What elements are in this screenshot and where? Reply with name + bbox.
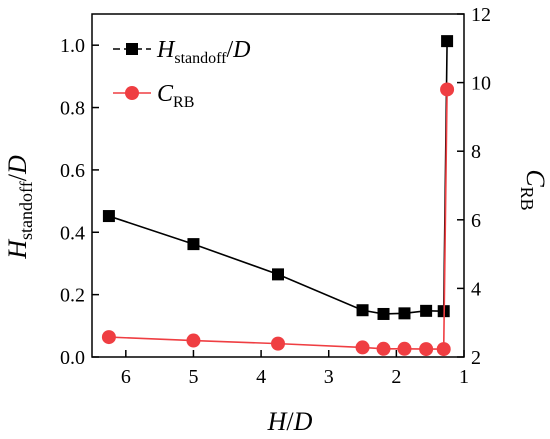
data-point [376,341,391,356]
x-axis-ticks: 6 5 4 3 2 1 [121,350,469,388]
legend: Hstandoff/D CRB [113,37,251,111]
x-tick-label: 1 [459,366,469,388]
y-right-tick-label: 10 [471,73,491,95]
data-point [398,307,411,320]
series-h-standoff [102,35,454,320]
data-point [101,330,116,345]
legend-marker [125,86,139,100]
data-point [186,333,201,348]
x-tick-label: 6 [121,366,131,388]
y-left-tick-label: 0.0 [60,347,85,369]
y-right-tick-label: 4 [471,278,481,300]
y-right-tick-label: 12 [471,4,491,26]
legend-entry: Hstandoff/D [113,37,251,67]
legend-label: Hstandoff/D [156,37,251,67]
plot-border [91,13,465,358]
y-left-tick-label: 1.0 [60,35,85,57]
data-point [420,304,433,317]
y-left-tick-label: 0.4 [60,222,85,244]
data-point [187,238,200,251]
series-line [108,89,448,350]
data-point [356,304,369,317]
legend-entry: CRB [113,81,194,111]
y-right-tick-label: 6 [471,210,481,232]
data-point [436,342,451,357]
data-point [271,336,285,351]
y-right-tick-label: 2 [471,347,481,369]
data-point [441,35,454,48]
data-point [272,268,284,281]
y-left-axis-ticks: 0.0 0.2 0.4 0.6 0.8 1.0 [60,35,99,369]
x-tick-label: 2 [391,366,401,388]
y-left-axis-label: Hstandoff/D [3,155,36,260]
x-tick-label: 3 [324,366,334,388]
legend-label: CRB [157,81,194,111]
series-layer [101,35,455,357]
data-point [355,340,370,355]
x-tick-label: 4 [256,366,266,388]
x-tick-label: 5 [188,366,198,388]
legend-marker [126,43,138,55]
data-point [419,342,434,357]
y-right-axis-label: CRB [517,169,550,210]
x-axis-label: H/D [267,407,313,436]
data-point [377,307,390,320]
y-left-tick-label: 0.6 [60,160,85,182]
y-right-tick-label: 8 [471,141,481,163]
data-point [397,341,412,356]
series-c-rb [101,82,455,357]
data-point [440,82,455,97]
data-point [102,210,115,223]
plot-frame [91,13,465,358]
y-left-tick-label: 0.8 [60,98,85,120]
y-right-axis-ticks: 2 4 6 8 10 12 [457,4,491,369]
y-left-tick-label: 0.2 [60,285,85,307]
